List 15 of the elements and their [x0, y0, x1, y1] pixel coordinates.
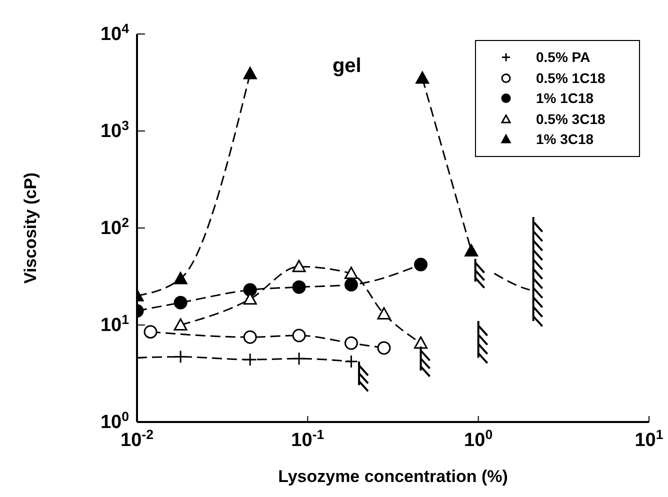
- legend-label: 0.5% PA: [536, 49, 590, 66]
- legend-label: 1% 1C18: [536, 90, 594, 106]
- y-tick-label: 10$^{4}$: [100, 20, 130, 45]
- y-tick-label: 10$^{2}$: [100, 214, 129, 239]
- annotation: gel: [332, 55, 362, 77]
- legend-label: 1% 3C18: [536, 131, 594, 148]
- y-tick-label: 10$^{1}$: [100, 312, 130, 336]
- y-axis-title: Viscosity (cP): [21, 172, 40, 284]
- x-axis-title: Lysozyme concentration (%): [278, 467, 508, 486]
- y-tick-label: 10$^{3}$: [100, 118, 129, 142]
- x-tick-label: 10$^{-1}$: [291, 426, 325, 451]
- x-tick-label: 10$^{1}$: [634, 426, 664, 451]
- legend-label: 0.5% 3C18: [536, 110, 606, 127]
- x-tick-label: 10$^{0}$: [464, 426, 493, 451]
- legend-label: 0.5% 1C18: [536, 70, 606, 86]
